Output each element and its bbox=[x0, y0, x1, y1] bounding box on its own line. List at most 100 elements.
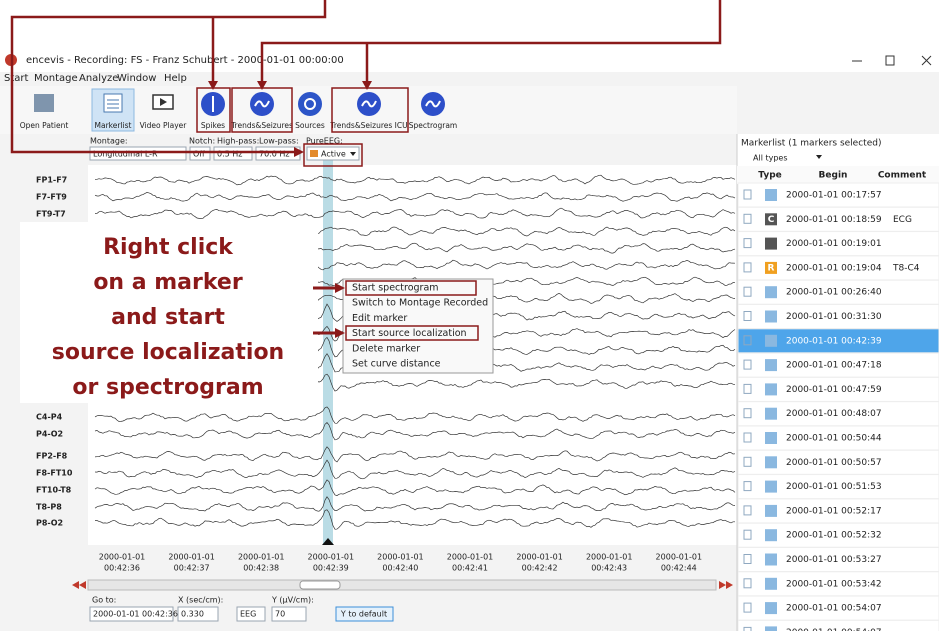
marker-begin: 2000-01-01 00:18:59 bbox=[786, 215, 882, 225]
toolbar-label[interactable]: Video Player bbox=[140, 121, 188, 130]
toolbar-label[interactable]: Sources bbox=[295, 121, 325, 130]
scrollbar[interactable] bbox=[87, 579, 717, 591]
marker-begin: 2000-01-01 00:53:27 bbox=[786, 555, 882, 565]
type-icon bbox=[765, 310, 777, 323]
type-icon bbox=[765, 602, 777, 615]
trash-icon bbox=[743, 262, 752, 273]
dropdown bbox=[816, 155, 822, 159]
toolbar-label[interactable]: Spectrogram bbox=[409, 121, 457, 130]
type-icon bbox=[765, 383, 777, 396]
channel-label: P4-O2 bbox=[36, 430, 63, 439]
filter-box[interactable] bbox=[89, 146, 187, 161]
time-value: 00:42:36 bbox=[104, 564, 140, 573]
context-item[interactable]: Start spectrogram bbox=[352, 283, 439, 294]
control-label: Go to: bbox=[92, 596, 116, 605]
menu-item[interactable]: Montage bbox=[34, 73, 78, 84]
marker-row[interactable] bbox=[737, 619, 939, 631]
context-item[interactable]: Start source localization bbox=[352, 328, 467, 339]
filter-label: PureEEG: bbox=[306, 137, 343, 146]
control-box[interactable] bbox=[236, 606, 266, 622]
maximize[interactable] bbox=[885, 55, 895, 66]
annotation-bg bbox=[20, 222, 318, 403]
marker-comment: ECG bbox=[893, 215, 912, 225]
filter-label: Notch: bbox=[189, 137, 215, 146]
filter-value[interactable]: Active bbox=[321, 150, 346, 159]
toolbar-label[interactable]: Markerlist bbox=[95, 121, 132, 130]
channel-label: C4-P4 bbox=[36, 413, 63, 422]
arrow-head bbox=[335, 283, 345, 293]
eeg-trace bbox=[94, 459, 736, 480]
time-value: 00:42:40 bbox=[382, 564, 418, 573]
filter-select[interactable]: All types bbox=[753, 154, 788, 163]
scroll-left[interactable] bbox=[72, 581, 86, 589]
filter-box[interactable] bbox=[306, 146, 360, 161]
trash-icon bbox=[743, 602, 752, 613]
column-header: Comment bbox=[878, 171, 927, 181]
menu-item[interactable]: Start bbox=[4, 73, 29, 84]
control-value[interactable]: 70 bbox=[275, 610, 285, 619]
time-date: 2000-01-01 bbox=[656, 553, 703, 562]
type-icon bbox=[765, 553, 777, 566]
filter-box[interactable] bbox=[213, 146, 253, 161]
trash-icon bbox=[743, 529, 752, 540]
channel-label: FP1-F7 bbox=[36, 176, 67, 185]
marker-begin: 2000-01-01 00:31:30 bbox=[786, 312, 882, 322]
annotation-arrow bbox=[260, 0, 722, 84]
close[interactable] bbox=[921, 55, 932, 66]
toolbar-label[interactable]: Trends&Seizures ICU bbox=[329, 121, 407, 130]
scroll-right[interactable] bbox=[719, 581, 733, 589]
time-value: 00:42:38 bbox=[243, 564, 279, 573]
button-label[interactable]: Y to default bbox=[340, 610, 387, 619]
filter-value[interactable]: Longitudinal L-R bbox=[93, 150, 158, 159]
context-item[interactable]: Switch to Montage Recorded bbox=[352, 298, 488, 309]
toolbar-label[interactable]: Spikes bbox=[201, 121, 225, 130]
title-bar bbox=[0, 48, 939, 72]
channel-label: P8-O2 bbox=[36, 519, 63, 528]
marker-band bbox=[323, 160, 333, 545]
marker-triangle bbox=[322, 538, 334, 545]
time-value: 00:42:41 bbox=[452, 564, 488, 573]
time-value: 00:42:44 bbox=[661, 564, 697, 573]
toolbar-label[interactable]: Trends&Seizures bbox=[230, 121, 293, 130]
arrow-head bbox=[335, 328, 345, 338]
filter-value[interactable]: 70.0 Hz bbox=[259, 150, 290, 159]
control-box[interactable] bbox=[89, 606, 174, 622]
time-value: 00:42:39 bbox=[313, 564, 349, 573]
context-item[interactable]: Edit marker bbox=[352, 313, 407, 324]
menu-item[interactable]: Help bbox=[164, 73, 187, 84]
menu-item[interactable]: Analyze bbox=[79, 73, 118, 84]
filter-value[interactable]: 0.5 Hz bbox=[217, 150, 242, 159]
control-value[interactable]: 2000-01-01 00:42:36 bbox=[93, 610, 178, 619]
filter-value[interactable]: Off bbox=[193, 150, 205, 159]
control-box[interactable] bbox=[271, 606, 307, 622]
toolbar-label[interactable]: Open Patient bbox=[20, 121, 69, 130]
marker-begin: 2000-01-01 00:53:42 bbox=[786, 579, 882, 589]
button[interactable] bbox=[335, 606, 394, 622]
control-value[interactable]: EEG bbox=[240, 610, 256, 619]
marker-begin: 2000-01-01 00:50:44 bbox=[786, 434, 882, 444]
type-icon bbox=[765, 529, 777, 542]
trash-icon bbox=[743, 626, 752, 631]
control-box[interactable] bbox=[177, 606, 219, 622]
marker-begin: 2000-01-01 00:54:07 bbox=[786, 604, 882, 614]
type-icon bbox=[765, 577, 777, 590]
control-value[interactable]: 0.330 bbox=[181, 610, 204, 619]
filter-box[interactable] bbox=[189, 146, 211, 161]
time-date: 2000-01-01 bbox=[447, 553, 494, 562]
context-item[interactable]: Set curve distance bbox=[352, 359, 441, 370]
time-date: 2000-01-01 bbox=[586, 553, 633, 562]
annotation-text: Right click bbox=[103, 235, 234, 260]
scroll-thumb[interactable] bbox=[299, 580, 341, 590]
time-date: 2000-01-01 bbox=[168, 553, 215, 562]
trash-icon bbox=[743, 481, 752, 492]
filter-label: High-pass: bbox=[217, 137, 259, 146]
highlight-box bbox=[303, 143, 363, 167]
marker-begin: 2000-01-01 00:17:57 bbox=[786, 191, 882, 201]
type-icon bbox=[765, 189, 777, 201]
menu-item[interactable]: Window bbox=[117, 73, 156, 84]
marker-begin: 2000-01-01 00:47:59 bbox=[786, 385, 882, 395]
context-item[interactable]: Delete marker bbox=[352, 343, 420, 354]
trash-icon bbox=[743, 335, 752, 346]
annotation-text: and start bbox=[111, 305, 225, 330]
